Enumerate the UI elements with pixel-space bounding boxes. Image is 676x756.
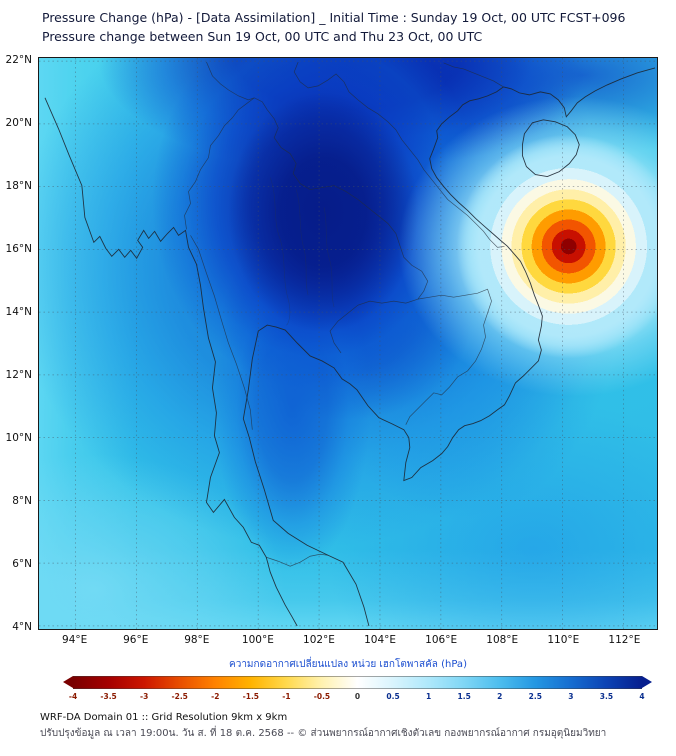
coastline-gulf-indochina xyxy=(242,86,543,627)
x-tick-label: 94°E xyxy=(62,634,88,646)
x-tick-label: 108°E xyxy=(486,634,519,646)
colorbar-tick-label: -2 xyxy=(211,692,220,701)
colorbar-gradient xyxy=(73,676,642,689)
border-china-vietnam xyxy=(443,62,504,88)
coastline-hainan xyxy=(521,119,580,178)
border-cambodia-vietnam xyxy=(405,288,492,425)
y-tick-label: 10°N xyxy=(5,431,32,444)
colorbar-tick-label: -2.5 xyxy=(171,692,188,701)
colorbar-tick-label: 1.5 xyxy=(457,692,471,701)
colorbar-ticks: -4 -3.5 -3 -2.5 -2 -1.5 -1 -0.5 0 0.5 1 1.5 2 2.5 3 3.5… xyxy=(69,692,645,702)
x-tick-label: 106°E xyxy=(425,634,458,646)
coastline-overlay xyxy=(44,67,656,627)
border-myanmar-thailand-south xyxy=(190,235,253,430)
river-2 xyxy=(295,189,309,296)
colorbar-tick-label: 1 xyxy=(426,692,432,701)
colorbar-tick-label: -3.5 xyxy=(100,692,117,701)
y-axis: 22°N 20°N 18°N 16°N 14°N 12°N 10°N 8°N 6°N 4°N xyxy=(0,54,35,633)
border-thailand-cambodia xyxy=(329,298,418,354)
chart-footer: WRF-DA Domain 01 :: Grid Resolution 9km … xyxy=(40,712,606,741)
colorbar-left-arrow xyxy=(63,676,73,688)
x-tick-label: 98°E xyxy=(184,634,210,646)
chart-title: Pressure Change (hPa) - [Data Assimilati… xyxy=(42,10,626,25)
coastline-china xyxy=(503,67,656,118)
river-overlay xyxy=(269,177,335,326)
colorbar-right-arrow xyxy=(642,676,652,688)
border-myanmar-china xyxy=(206,61,255,101)
x-tick-label: 102°E xyxy=(303,634,335,646)
colorbar-tick-label: 0.5 xyxy=(386,692,400,701)
colorbar-tick-label: -0.5 xyxy=(313,692,331,701)
river-3 xyxy=(323,207,335,308)
y-tick-label: 8°N xyxy=(12,494,32,507)
colorbar xyxy=(63,676,652,689)
colorbar-tick-label: 2.5 xyxy=(528,692,542,701)
y-tick-label: 12°N xyxy=(5,368,32,381)
border-overlay xyxy=(184,61,505,567)
y-tick-label: 16°N xyxy=(5,243,32,256)
x-tick-label: 104°E xyxy=(364,634,397,646)
colorbar-tick-label: 3.5 xyxy=(599,692,614,701)
border-laos-vietnam xyxy=(293,61,505,248)
colorbar-tick-label: 2 xyxy=(497,692,503,701)
y-tick-label: 6°N xyxy=(12,557,32,570)
map-overlay xyxy=(39,58,657,629)
x-axis: 94°E 96°E 98°E 100°E 102°E 104°E 106°E 108°E 110… xyxy=(38,634,658,648)
colorbar-tick-label: 4 xyxy=(639,692,645,701)
river-1 xyxy=(269,177,291,326)
colorbar-tick-label: 0 xyxy=(354,692,361,701)
colorbar-tick-label: -1.5 xyxy=(242,692,260,701)
colorbar-tick-label: -1 xyxy=(282,692,291,701)
x-tick-label: 110°E xyxy=(547,634,580,646)
chart-header: Pressure Change (hPa) - [Data Assimilati… xyxy=(42,8,625,46)
y-tick-label: 4°N xyxy=(12,620,32,633)
border-myanmar-thailand-north xyxy=(184,97,268,230)
model-info: WRF-DA Domain 01 :: Grid Resolution 9km … xyxy=(40,712,288,723)
y-tick-label: 14°N xyxy=(5,306,32,319)
colorbar-label: ความกดอากาศเปลี่ยนแปลง หน่วย เฮกโตพาสคัล… xyxy=(229,659,467,670)
grid-overlay xyxy=(39,58,657,629)
y-tick-label: 22°N xyxy=(5,54,32,67)
coastline-west xyxy=(44,97,298,627)
colorbar-tick-label: -3 xyxy=(139,692,149,701)
x-tick-label: 96°E xyxy=(123,634,149,646)
x-tick-label: 112°E xyxy=(608,634,641,646)
border-thailand-malaysia xyxy=(266,553,329,567)
colorbar-tick-label: -4 xyxy=(68,692,78,701)
y-tick-label: 18°N xyxy=(5,180,32,193)
border-thailand-laos xyxy=(266,109,429,300)
x-tick-label: 100°E xyxy=(241,634,274,646)
map-plot xyxy=(38,57,658,630)
chart-subtitle: Pressure change between Sun 19 Oct, 00 U… xyxy=(42,29,483,44)
update-info: ปรับปรุงข้อมูล ณ เวลา 19:00น. วัน ส. ที่… xyxy=(40,728,607,739)
pressure-field-heatmap xyxy=(39,58,657,629)
colorbar-tick-label: 3 xyxy=(568,692,574,701)
y-tick-label: 20°N xyxy=(5,117,32,130)
